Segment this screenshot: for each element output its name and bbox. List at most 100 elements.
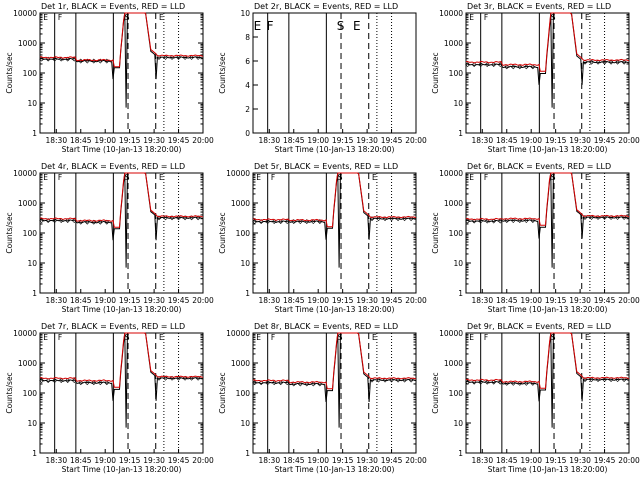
x-tick-label: 19:30	[569, 456, 591, 465]
event-point	[304, 381, 310, 387]
x-tick-label: 18:45	[283, 296, 305, 305]
event-point	[497, 379, 503, 385]
event-point	[389, 377, 394, 383]
marker-label: E	[353, 19, 361, 33]
y-tick-label: 6	[245, 57, 250, 66]
y-tick-label: 100	[236, 389, 251, 398]
x-tick-label: 19:15	[545, 136, 567, 145]
event-point	[602, 215, 607, 220]
x-tick-label: 18:45	[496, 456, 518, 465]
panel-title: Det 4r, BLACK = Events, RED = LLD	[41, 162, 185, 171]
y-tick-label: 10	[27, 99, 37, 108]
x-tick-label: 20:00	[618, 456, 640, 465]
x-tick-label: 20:00	[192, 136, 214, 145]
events-line	[39, 172, 204, 268]
event-point	[504, 64, 510, 70]
event-point	[284, 380, 290, 386]
panel-title: Det 6r, BLACK = Events, RED = LLD	[467, 162, 611, 171]
event-point	[382, 377, 388, 383]
x-tick-label: 18:45	[496, 136, 518, 145]
y-tick-label: 1	[32, 449, 37, 458]
y-axis-label: Counts/sec	[5, 372, 14, 413]
event-point	[608, 377, 614, 383]
event-point	[265, 380, 271, 386]
event-point	[310, 381, 316, 387]
y-axis-label: Counts/sec	[218, 52, 227, 93]
x-tick-label: 19:45	[594, 136, 616, 145]
y-tick-label: 10000	[439, 9, 463, 18]
event-point	[517, 218, 523, 223]
event-point	[491, 379, 497, 385]
y-tick-label: 100	[449, 389, 464, 398]
event-point	[484, 218, 490, 224]
x-tick-label: 19:45	[381, 136, 403, 145]
y-tick-label: 1000	[18, 359, 37, 368]
event-point	[595, 377, 601, 383]
x-tick-label: 18:30	[471, 136, 493, 145]
marker-label: E	[469, 333, 474, 342]
x-tick-label: 18:30	[258, 296, 280, 305]
events-line	[39, 12, 204, 108]
y-tick-label: 10000	[226, 169, 250, 178]
event-point	[84, 58, 90, 64]
x-tick-label: 19:30	[143, 296, 165, 305]
event-point	[510, 380, 516, 386]
event-point	[608, 215, 614, 220]
event-point	[39, 56, 45, 62]
lld-line	[465, 172, 630, 226]
x-tick-label: 19:30	[356, 456, 378, 465]
y-tick-label: 10000	[226, 329, 250, 338]
event-point	[258, 219, 264, 225]
event-point	[52, 378, 58, 383]
panel-det-1: Det 1r, BLACK = Events, RED = LLD Counts/…	[5, 2, 214, 154]
x-tick-label: 18:30	[471, 456, 493, 465]
y-tick-label: 100	[23, 69, 38, 78]
event-point	[58, 378, 64, 383]
x-tick-label: 19:45	[168, 136, 190, 145]
event-point	[189, 215, 195, 221]
x-tick-label: 19:45	[168, 456, 190, 465]
event-point	[530, 218, 536, 223]
event-point	[156, 215, 162, 221]
x-axis-label: Start Time (10-Jan-13 18:20:00)	[275, 305, 395, 314]
marker-label: E	[585, 173, 590, 182]
marker-label: F	[58, 13, 62, 22]
event-point	[297, 381, 303, 387]
event-point	[471, 379, 477, 385]
x-tick-label: 19:00	[94, 456, 116, 465]
event-point	[530, 64, 536, 70]
event-point	[65, 218, 71, 223]
event-point	[182, 215, 188, 221]
event-point	[52, 218, 58, 223]
event-point	[465, 379, 471, 385]
event-point	[163, 375, 168, 381]
event-point	[156, 375, 162, 381]
y-tick-label: 10	[240, 9, 250, 18]
event-point	[376, 377, 381, 383]
event-point	[491, 62, 497, 68]
event-point	[523, 218, 529, 223]
y-tick-label: 10	[27, 419, 37, 428]
y-tick-label: 10000	[13, 169, 37, 178]
panel-det-8: Det 8r, BLACK = Events, RED = LLD Counts/…	[218, 322, 427, 474]
x-tick-label: 18:45	[283, 456, 305, 465]
x-tick-label: 19:15	[332, 136, 354, 145]
x-tick-label: 19:45	[594, 296, 616, 305]
event-point	[589, 377, 594, 383]
event-point	[621, 377, 627, 383]
event-point	[58, 218, 64, 223]
event-point	[517, 380, 523, 386]
x-tick-label: 19:30	[143, 456, 165, 465]
event-point	[182, 55, 188, 60]
event-point	[595, 59, 601, 65]
marker-label: E	[43, 173, 48, 182]
y-tick-label: 10	[240, 259, 250, 268]
y-tick-label: 4	[245, 81, 250, 90]
x-tick-label: 20:00	[192, 456, 214, 465]
event-point	[252, 219, 258, 225]
event-point	[369, 377, 375, 383]
event-point	[182, 375, 188, 381]
x-axis-label: Start Time (10-Jan-13 18:20:00)	[62, 305, 182, 314]
marker-label: F	[267, 19, 274, 33]
panel-det-3: Det 3r, BLACK = Events, RED = LLD Counts/…	[431, 2, 640, 154]
